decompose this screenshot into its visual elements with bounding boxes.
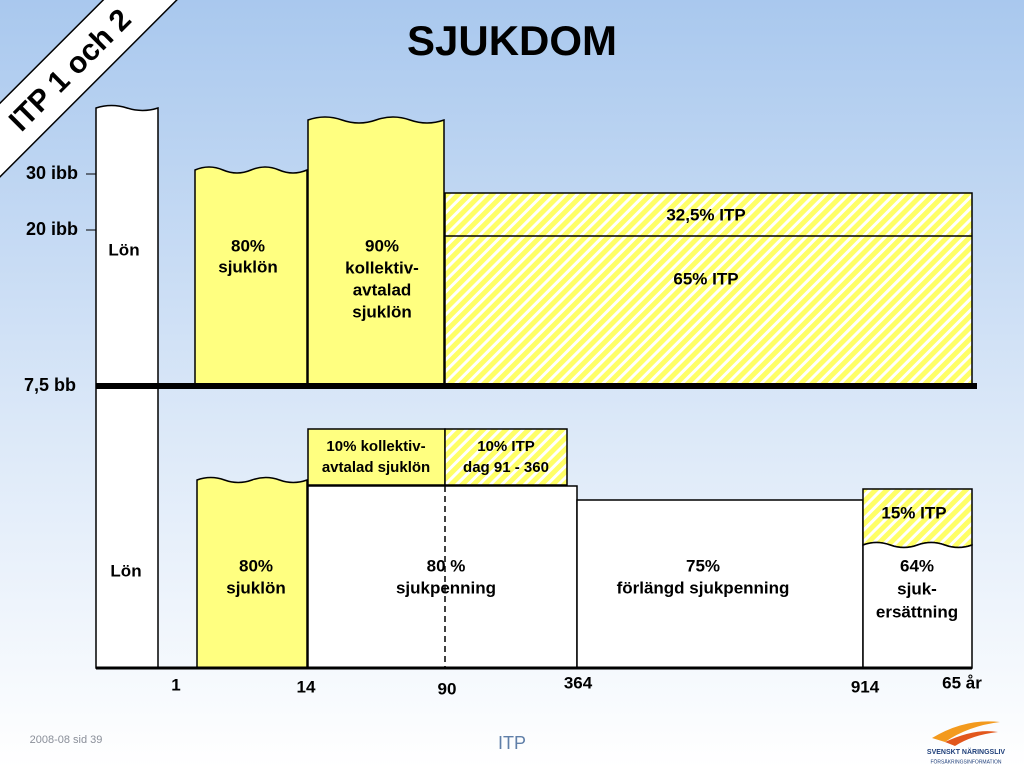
label: 80%: [239, 556, 273, 575]
label: 65% ITP: [673, 269, 738, 288]
label: 90%: [365, 236, 399, 255]
benefit-box: [307, 485, 578, 669]
day-label: 914: [851, 677, 880, 696]
label: kollektiv-: [345, 258, 419, 277]
label: dag 91 - 360: [463, 459, 549, 476]
logo-subtext: FÖRSÄKRINGSINFORMATION: [930, 758, 1001, 765]
day-label: 14: [297, 677, 316, 696]
title: SJUKDOM: [407, 17, 617, 64]
label: sjuklön: [218, 257, 278, 276]
day-label: 65 år: [942, 673, 982, 692]
logo-swoosh: [932, 721, 1000, 742]
sick-pay-box: [196, 476, 308, 669]
footer-date: 2008-08 sid 39: [30, 734, 103, 746]
label: avtalad: [353, 280, 412, 299]
label: Lön: [108, 240, 139, 259]
label: förlängd sjukpenning: [617, 578, 790, 597]
label: avtalad sjuklön: [322, 459, 430, 476]
level-label: 20 ibb: [26, 219, 78, 239]
logo-swoosh: [945, 731, 998, 746]
banner-box: [0, 0, 189, 189]
itp-box: [444, 192, 973, 387]
level-label: 30 ibb: [26, 163, 78, 183]
agreement-box: [307, 116, 445, 387]
label: 10% kollektiv-: [326, 438, 425, 455]
level-label: 7,5 bb: [24, 375, 76, 395]
logo-text: SVENSKT NÄRINGSLIV: [927, 748, 1006, 756]
label: sjukpenning: [396, 578, 496, 597]
label: 64%: [900, 556, 934, 575]
label: 10% ITP: [477, 438, 535, 455]
label: sjuk-: [897, 579, 937, 598]
label: sjuklön: [352, 302, 412, 321]
agreement-box: [307, 428, 446, 486]
compensation-box: [862, 541, 973, 669]
day-label: 90: [438, 679, 457, 698]
label: 80 %: [427, 556, 466, 575]
label: Lön: [110, 561, 141, 580]
day-label: 1: [171, 675, 180, 694]
label: 80%: [231, 236, 265, 255]
footer-topic: ITP: [498, 733, 526, 753]
label: 15% ITP: [881, 503, 946, 522]
label: 75%: [686, 556, 720, 575]
label: 32,5% ITP: [666, 205, 745, 224]
day-label: 364: [564, 673, 593, 692]
label: ersättning: [876, 602, 958, 621]
label: sjuklön: [226, 578, 286, 597]
itp-box: [444, 428, 568, 486]
sick-pay-box: [194, 166, 308, 387]
